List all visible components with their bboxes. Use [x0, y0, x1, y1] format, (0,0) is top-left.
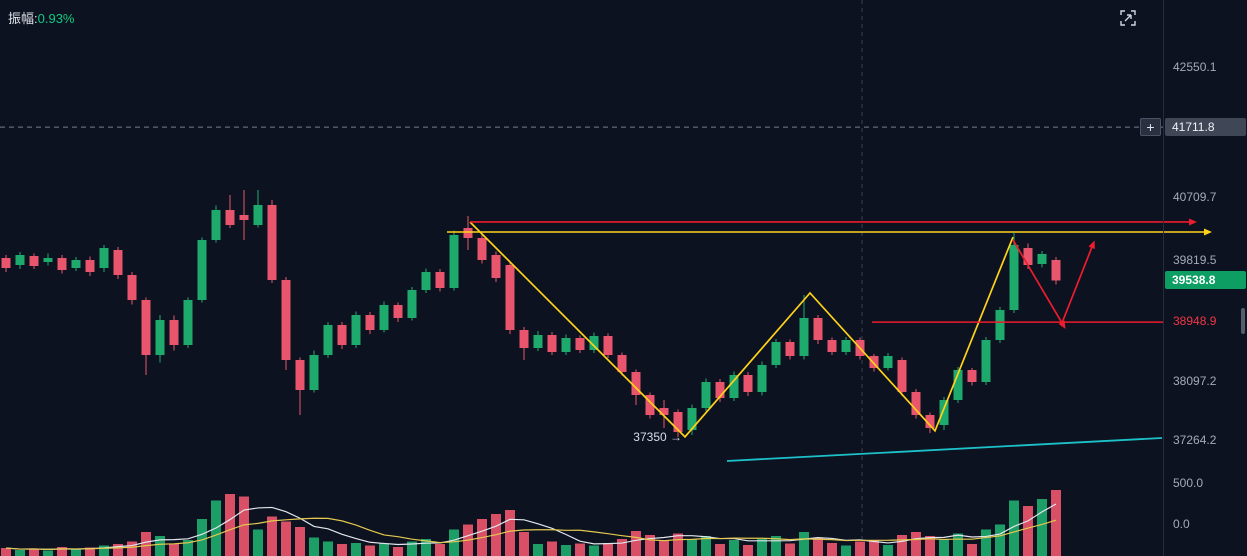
volume-axis-label: 0.0 — [1173, 517, 1190, 531]
price-axis-label: 40709.7 — [1173, 189, 1217, 204]
red-projection-up-arrow — [1061, 240, 1095, 324]
alert-price-badge[interactable]: 41711.8 — [1165, 118, 1246, 137]
axis-scrollbar-thumb[interactable] — [1241, 308, 1245, 334]
swing-low-price-label: 37350 → — [633, 429, 682, 444]
add-alert-plus-button[interactable]: + — [1140, 118, 1161, 137]
candles-layer — [1, 190, 1061, 437]
cyan-trend-line — [726, 437, 1163, 462]
grid-lines-layer — [0, 0, 1163, 556]
price-axis-label: 39819.5 — [1173, 252, 1217, 267]
screenshot-icon[interactable] — [1117, 7, 1139, 29]
amplitude-label: 振幅: — [8, 11, 38, 26]
amplitude-readout: 振幅:0.93% — [8, 8, 75, 27]
volume-ma-layer — [5, 503, 1057, 551]
drawings-layer[interactable] — [447, 218, 1212, 462]
volume-layer — [1, 490, 1061, 556]
price-axis-label: 42550.1 — [1173, 60, 1217, 74]
support-price-label: 38948.9 — [1173, 314, 1217, 329]
price-axis-label: 38097.2 — [1173, 374, 1217, 389]
red-projection-down-arrow — [1012, 239, 1066, 329]
price-axis[interactable]: 42550.1 41711.8 40709.7 39819.5 39538.8 38948… — [1163, 0, 1247, 556]
zigzag-pattern-drawing — [469, 221, 1014, 439]
price-axis-label: 37264.2 — [1173, 433, 1217, 447]
amplitude-value: 0.93% — [37, 11, 75, 26]
current-price-badge: 39538.8 — [1165, 271, 1246, 290]
volume-axis-label: 500.0 — [1173, 476, 1204, 490]
